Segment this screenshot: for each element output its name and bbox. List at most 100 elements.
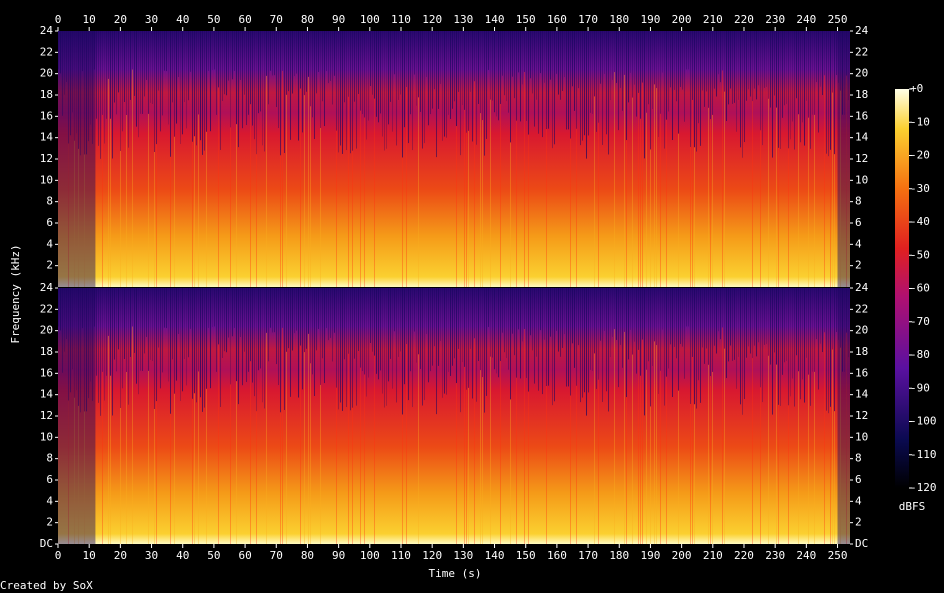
- spectrum-stripe: [766, 288, 767, 344]
- spectrum-stripe: [462, 31, 463, 106]
- spectrum-stripe: [444, 288, 445, 394]
- spectrum-stripe: [598, 379, 599, 544]
- spectrum-stripe: [280, 155, 281, 287]
- y-tick-label: 4: [46, 237, 53, 250]
- spectrum-stripe: [654, 341, 655, 544]
- spectrum-stripe: [770, 288, 771, 365]
- spectrum-stripe: [820, 31, 821, 87]
- spectrum-stripe: [690, 146, 691, 287]
- spectrum-stripe: [824, 75, 825, 287]
- spectrum-stripe: [794, 288, 795, 407]
- spectrum-stripe: [600, 31, 601, 84]
- spectrum-stripe: [186, 288, 187, 386]
- spectrum-stripe: [418, 31, 419, 98]
- spectrum-stripe: [238, 31, 239, 148]
- spectrum-stripe: [168, 288, 169, 382]
- spectrum-stripe: [702, 31, 703, 91]
- spectrum-stripe: [360, 367, 361, 544]
- spectrum-stripe: [822, 288, 823, 353]
- spectrum-stripe: [718, 31, 719, 75]
- spectrum-stripe: [220, 31, 221, 150]
- spectrum-stripe: [500, 31, 501, 104]
- spectrum-stripe: [148, 31, 149, 114]
- spectrum-stripe: [826, 288, 827, 411]
- spectrum-stripe: [96, 288, 97, 376]
- spectrum-stripe: [280, 412, 281, 544]
- colorbar-tick-label: -40: [910, 215, 930, 228]
- spectrum-stripe: [490, 288, 491, 357]
- spectrum-stripe: [324, 288, 325, 384]
- spectrum-stripe: [192, 288, 193, 399]
- x-tick-label: 90: [332, 13, 345, 26]
- spectrum-stripe: [326, 31, 327, 72]
- spectrum-stripe: [322, 31, 323, 102]
- spectrum-stripe: [418, 97, 419, 287]
- spectrum-stripe: [654, 84, 655, 287]
- spectrum-stripe: [90, 31, 91, 125]
- spectrum-stripe: [556, 288, 557, 331]
- spectrum-stripe: [764, 288, 765, 345]
- spectrum-stripe: [218, 31, 219, 88]
- spectrum-stripe: [828, 288, 829, 414]
- spectrum-stripe: [846, 75, 847, 287]
- spectrum-stripe: [236, 31, 237, 125]
- footer: Created by SoX: [0, 579, 93, 592]
- spectrum-stripe: [458, 31, 459, 92]
- spectrum-stripe: [482, 31, 483, 121]
- spectrum-stripe: [752, 288, 753, 359]
- spectrum-stripe: [124, 31, 125, 102]
- spectrum-stripe: [456, 288, 457, 384]
- spectrum-stripe: [70, 31, 71, 136]
- spectrum-stripe: [458, 288, 459, 349]
- spectrum-stripe: [346, 288, 347, 408]
- spectrum-stripe: [726, 31, 727, 122]
- spectrum-stripe: [662, 288, 663, 330]
- spectrum-stripe: [738, 288, 739, 357]
- spectrum-stripe: [192, 141, 193, 287]
- spectrum-stripe: [490, 99, 491, 287]
- spectrum-stripe: [602, 31, 603, 145]
- spectrum-stripe: [314, 288, 315, 397]
- y-tick-label: 14: [40, 131, 54, 144]
- spectrum-stripe: [530, 31, 531, 79]
- spectrum-stripe: [718, 288, 719, 332]
- y-tick-label: 2: [855, 516, 862, 529]
- spectrum-stripe: [742, 288, 743, 415]
- spectrum-stripe: [242, 288, 243, 386]
- spectrum-stripe: [192, 31, 193, 142]
- spectrum-stripe: [568, 31, 569, 130]
- spectrum-stripe: [482, 288, 483, 378]
- spectrum-stripe: [364, 374, 365, 544]
- spectrum-stripe: [506, 31, 507, 102]
- spectrum-stripe: [328, 31, 329, 84]
- spectrum-stripe: [540, 288, 541, 331]
- spectrum-stripe: [250, 361, 251, 544]
- spectrum-stripe: [132, 31, 133, 70]
- spectrum-stripe: [324, 31, 325, 127]
- spectrum-stripe: [312, 31, 313, 118]
- spectrum-stripe: [516, 288, 517, 378]
- spectrum-stripe: [648, 31, 649, 105]
- spectrum-stripe: [820, 288, 821, 344]
- spectrum-stripe: [270, 31, 271, 71]
- spectrum-stripe: [304, 352, 305, 544]
- spectrum-stripe: [694, 288, 695, 405]
- spectrum-stripe: [662, 31, 663, 73]
- spectrum-stripe: [460, 31, 461, 156]
- spectrum-stripe: [260, 31, 261, 112]
- spectrum-stripe: [466, 389, 467, 544]
- spectrum-stripe: [276, 31, 277, 108]
- x-tick-label: 180: [609, 549, 629, 562]
- spectrum-stripe: [580, 288, 581, 403]
- y-tick-label: 18: [40, 345, 53, 358]
- spectrum-stripe: [680, 31, 681, 87]
- spectrum-stripe: [364, 288, 365, 375]
- spectrum-stripe: [572, 31, 573, 87]
- spectrum-stripe: [608, 31, 609, 155]
- spectrum-stripe: [178, 31, 179, 77]
- spectrum-stripe: [452, 31, 453, 109]
- spectrum-stripe: [234, 31, 235, 71]
- spectrum-stripe: [712, 371, 713, 544]
- spectrum-stripe: [646, 288, 647, 370]
